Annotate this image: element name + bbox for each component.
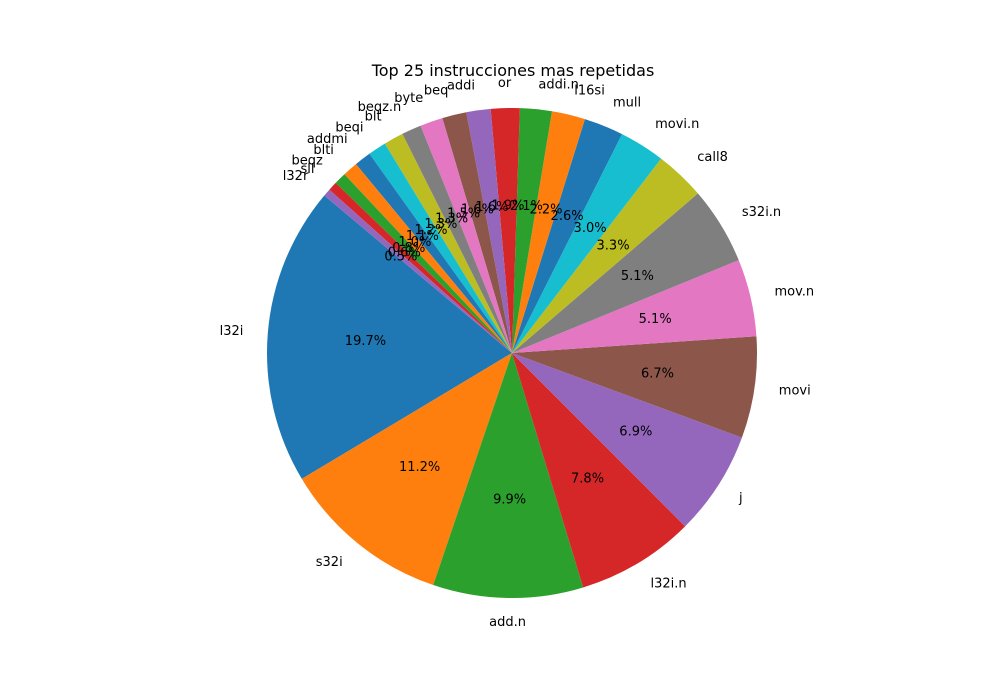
slice-label: call8	[697, 150, 728, 165]
slice-percent-label: 9.9%	[493, 492, 526, 507]
pie-slice-or	[490, 108, 520, 353]
pie-slice-mull	[512, 119, 623, 354]
slice-label: beq	[424, 84, 449, 99]
slice-percent-label: 5.1%	[621, 269, 654, 284]
pie-slice-call8	[512, 158, 698, 353]
slice-percent-label: 3.3%	[597, 239, 630, 254]
slice-percent-label: 6.7%	[641, 366, 674, 381]
slices-layer	[266, 108, 757, 598]
pie-slice-l16si	[512, 111, 585, 353]
slice-label: s32i	[316, 555, 343, 570]
slice-label: beqz	[291, 154, 323, 169]
slice-percent-label: 11.2%	[399, 460, 440, 475]
slice-percent-label: 5.1%	[639, 312, 672, 327]
pie-slice-sll	[329, 182, 512, 353]
pie-slice-add-n	[433, 353, 584, 598]
slice-percent-label: 7.8%	[571, 472, 604, 487]
slice-label: addmi	[307, 132, 348, 147]
slice-percent-label: 0.6%	[388, 245, 421, 260]
slice-percent-label: 1.6%	[475, 200, 508, 215]
slice-label: blt	[365, 110, 382, 125]
pie-slice-s32i-n	[512, 193, 739, 353]
pie-slice-movi-n	[512, 134, 662, 353]
pie-slice-addmi	[355, 153, 512, 353]
slice-percent-label: 0.5%	[384, 249, 417, 264]
pie-slice-blti	[344, 164, 512, 353]
pie-slice-beq	[442, 112, 512, 353]
slice-percent-label: 6.9%	[619, 425, 652, 440]
pie-slice-blt	[384, 133, 512, 353]
slice-percent-label: 1.1%	[406, 229, 439, 244]
slice-percent-label: 1.3%	[424, 217, 457, 232]
pie-slice-l32r	[324, 189, 512, 353]
slice-label: mull	[613, 96, 641, 111]
slice-label: or	[498, 76, 512, 91]
pie-slice-j	[512, 353, 742, 527]
pie-slice-beqi	[369, 143, 512, 353]
pie-slice-l32i	[266, 195, 512, 479]
pie-slice-l32i-n	[512, 353, 686, 588]
slice-label: l32i	[220, 324, 244, 339]
slice-label: byte	[394, 91, 423, 106]
pie-slice-beqz	[335, 174, 512, 353]
slice-label: addi.n	[538, 77, 578, 92]
pie-slice-beqz-n	[402, 125, 512, 353]
slice-percent-label: 19.7%	[345, 334, 386, 349]
slice-label: beqz.n	[358, 100, 402, 115]
slice-label: j	[738, 491, 743, 506]
slice-percent-label: 0.8%	[392, 241, 425, 256]
slice-label: l32r	[283, 169, 309, 184]
slice-label: addi	[447, 79, 475, 94]
slice-percent-label: 2.6%	[551, 209, 584, 224]
pie-slice-byte	[420, 118, 512, 354]
slice-percent-label: 1.9%	[491, 199, 524, 214]
slice-percent-label: 1.5%	[447, 207, 480, 222]
slice-percent-label: 2.2%	[529, 202, 562, 217]
slice-percent-label: 1.2%	[414, 223, 447, 238]
slice-label: s32i.n	[742, 205, 781, 220]
slice-label: mov.n	[774, 284, 814, 299]
slice-label: blti	[313, 143, 334, 158]
slice-label: l32i.n	[650, 577, 686, 592]
slice-label: sll	[301, 162, 315, 177]
labels-layer: l32i 19.7% s32i 11.2% add.n 9.9% l32i.n 7.8% j 6.…	[220, 76, 815, 630]
slice-label: movi	[779, 384, 811, 399]
slice-label: movi.n	[655, 117, 699, 132]
pie-slice-mov-n	[512, 260, 757, 353]
slice-percent-label: 2.1%	[510, 199, 543, 214]
pie-slice-movi	[512, 336, 757, 438]
chart-title: Top 25 instrucciones mas repetidas	[371, 61, 655, 80]
slice-percent-label: 1.3%	[435, 211, 468, 226]
slice-label: beqi	[335, 121, 363, 136]
pie-slice-addi-n	[512, 108, 553, 353]
slice-percent-label: 3.0%	[574, 221, 607, 236]
pie-slice-addi	[466, 108, 512, 353]
pie-slice-s32i	[301, 353, 512, 585]
slice-percent-label: 1.6%	[461, 203, 494, 218]
slice-percent-label: 1.0%	[398, 235, 431, 250]
slice-label: add.n	[489, 615, 526, 630]
slice-label: l16si	[574, 83, 605, 98]
